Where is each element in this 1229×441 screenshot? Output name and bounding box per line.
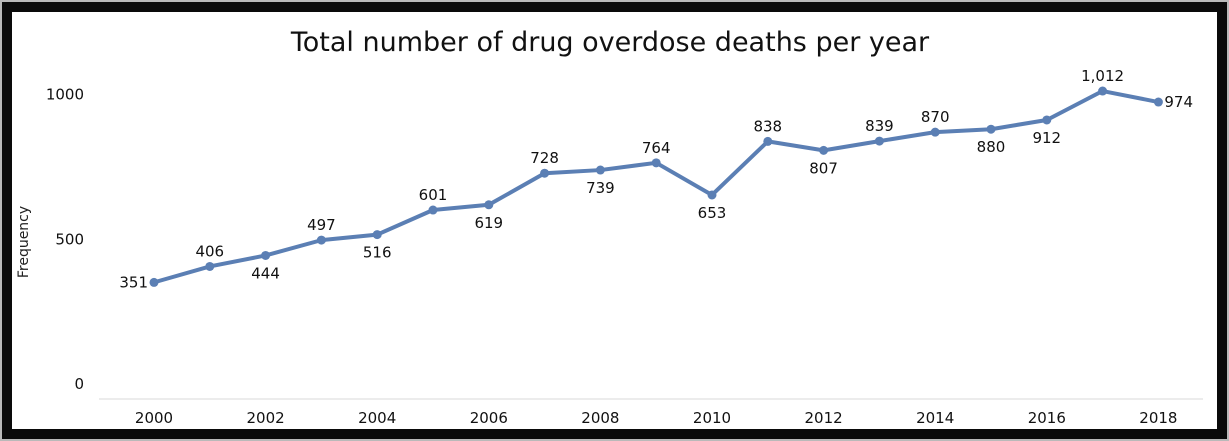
data-label: 839 [865,117,894,135]
line-chart: Total number of drug overdose deaths per… [16,27,1203,427]
data-point [651,158,661,168]
y-axis-label: Frequency [16,206,32,278]
data-labels: 351 406 444 497 516 601 619 728 739 764 653 838 807 8… [119,67,1193,291]
data-point [595,165,605,175]
data-point [428,205,438,215]
data-point [707,190,717,200]
data-point [540,168,550,178]
x-tick-label: 2008 [581,409,619,427]
data-label: 406 [195,242,224,260]
data-point [316,235,326,245]
data-label: 870 [921,108,950,126]
x-tick-label: 2002 [247,409,285,427]
data-label: 880 [977,138,1006,156]
data-label: 838 [753,117,782,135]
data-point [763,136,773,146]
data-point [484,200,494,210]
y-tick-label: 500 [55,230,84,248]
data-label: 653 [698,204,727,222]
data-label: 619 [474,214,503,232]
data-label: 351 [119,273,148,291]
x-tick-label: 2010 [693,409,731,427]
data-point [874,136,884,146]
data-label: 601 [419,186,448,204]
data-label: 1,012 [1081,67,1124,85]
x-ticks: 2000 2002 2004 2006 2008 2010 2012 2014 2016 2018 [135,409,1178,427]
data-points [149,86,1163,287]
data-point [986,124,996,134]
data-label: 807 [809,159,838,177]
data-point [819,145,829,155]
data-point [372,230,382,240]
chart-title: Total number of drug overdose deaths per… [290,27,930,58]
data-point [261,250,271,260]
data-label: 516 [363,244,392,262]
data-label: 974 [1164,93,1193,111]
x-tick-label: 2000 [135,409,173,427]
data-label: 728 [530,149,559,167]
series-line [152,89,1161,285]
data-point [149,277,159,287]
x-tick-label: 2016 [1028,409,1066,427]
data-label: 739 [586,179,615,197]
x-tick-label: 2018 [1139,409,1177,427]
x-tick-label: 2014 [916,409,954,427]
y-tick-label: 0 [74,375,84,393]
data-label: 912 [1032,129,1061,147]
y-ticks: 0 500 1000 [46,86,84,394]
data-label: 497 [307,216,336,234]
x-tick-label: 2004 [358,409,396,427]
data-point [1042,115,1052,125]
data-label: 444 [251,264,280,282]
y-tick-label: 1000 [46,86,84,104]
data-point [1098,86,1108,96]
data-point [205,261,215,271]
data-label: 764 [642,139,671,157]
x-tick-label: 2012 [805,409,843,427]
chart-panel: Total number of drug overdose deaths per… [12,12,1217,429]
data-point [1153,97,1163,107]
x-tick-label: 2006 [470,409,508,427]
data-point [930,127,940,137]
